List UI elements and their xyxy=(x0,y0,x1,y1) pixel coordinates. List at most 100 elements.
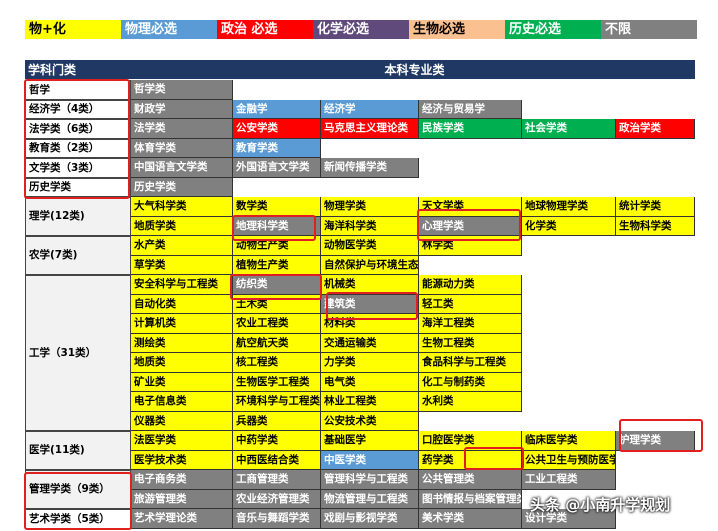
major-cell: 民族学类 xyxy=(419,119,522,139)
major-cell: 环境科学与工程类 xyxy=(233,392,321,412)
major-cell: 天文学类 xyxy=(419,197,522,217)
legend-item: 不限 xyxy=(601,20,697,39)
major-cell: 体育学类 xyxy=(131,138,233,158)
major-cell: 公安学类 xyxy=(233,119,321,139)
legend-item: 化学必选 xyxy=(313,20,409,39)
legend-item: 物+化 xyxy=(25,20,121,39)
major-cell: 金融学 xyxy=(233,99,321,119)
major-cell: 化工与制药类 xyxy=(419,372,522,392)
major-cell: 自动化类 xyxy=(131,294,233,314)
major-cell: 力学类 xyxy=(321,353,419,373)
major-cell: 基础医学 xyxy=(321,431,419,451)
highlight-box xyxy=(230,274,322,300)
highlight-box xyxy=(24,79,130,199)
major-cell: 中医学类 xyxy=(321,450,419,470)
category-label: 历史学类 xyxy=(25,177,131,197)
major-cell: 动物医学类 xyxy=(321,236,419,256)
category-label: 农学(7类) xyxy=(25,236,131,275)
major-cell: 生物医学工程类 xyxy=(233,372,321,392)
major-cell: 农业经济管理类 xyxy=(233,489,321,509)
category-label: 医学(11类) xyxy=(25,431,131,470)
watermark: 头条 @小南升学规划 xyxy=(530,496,671,514)
major-cell: 海洋科学类 xyxy=(321,216,419,236)
major-cell: 历史学类 xyxy=(131,177,233,197)
major-cell: 大气科学类 xyxy=(131,197,233,217)
major-cell: 地球物理学类 xyxy=(522,197,616,217)
major-cell: 中国语言文学类 xyxy=(131,158,233,178)
major-cell: 电气类 xyxy=(321,372,419,392)
major-cell: 临床医学类 xyxy=(522,431,616,451)
major-cell: 生物工程类 xyxy=(419,333,522,353)
major-cell: 管理科学与工程类 xyxy=(321,470,419,490)
major-cell: 电子信息类 xyxy=(131,392,233,412)
major-cell: 心理学类 xyxy=(419,216,522,236)
category-label: 法学类（6类） xyxy=(25,119,131,139)
major-cell: 草学类 xyxy=(131,255,233,275)
major-cell: 经济与贸易学 xyxy=(419,99,522,119)
major-cell: 仪器类 xyxy=(131,411,233,431)
major-cell: 财政学 xyxy=(131,99,233,119)
category-label: 经济学（4类） xyxy=(25,99,131,119)
major-cell: 能源动力类 xyxy=(419,275,522,295)
major-cell: 工商管理类 xyxy=(233,470,321,490)
legend-item: 物理必选 xyxy=(121,20,217,39)
major-cell: 新闻传播学类 xyxy=(321,158,419,178)
major-cell: 航空航天类 xyxy=(233,333,321,353)
major-cell: 戏剧与影视学类 xyxy=(321,509,419,529)
major-cell: 兵器类 xyxy=(233,411,321,431)
major-cell: 食品科学与工程类 xyxy=(419,353,522,373)
major-cell: 自然保护与环境生态类 xyxy=(321,255,419,275)
major-cell: 物流管理与工程类 xyxy=(321,489,419,509)
major-cell: 外国语言文学类 xyxy=(233,158,321,178)
major-cell: 政治学类 xyxy=(616,119,695,139)
highlight-box xyxy=(326,292,418,320)
highlight-box xyxy=(464,447,524,470)
major-cell: 生物科学类 xyxy=(616,216,695,236)
major-cell: 核工程类 xyxy=(233,353,321,373)
highlight-box xyxy=(232,215,316,241)
legend-item: 生物必选 xyxy=(409,20,505,39)
major-cell: 公安技术类 xyxy=(321,411,419,431)
major-cell: 公共卫生与预防医学类 xyxy=(522,450,616,470)
category-label: 工学（31类） xyxy=(25,275,131,431)
major-cell: 旅游管理类 xyxy=(131,489,233,509)
major-cell: 中西医结合类 xyxy=(233,450,321,470)
major-cell: 教育学类 xyxy=(233,138,321,158)
major-cell: 化学类 xyxy=(522,216,616,236)
major-cell: 马克思主义理论类 xyxy=(321,119,419,139)
category-label: 教育类（2类） xyxy=(25,138,131,158)
highlight-box xyxy=(417,209,521,241)
major-cell: 医学技术类 xyxy=(131,450,233,470)
major-cell: 工业工程类 xyxy=(522,470,616,490)
major-cell: 水利类 xyxy=(419,392,522,412)
major-cell: 交通运输类 xyxy=(321,333,419,353)
highlight-box xyxy=(24,472,132,530)
major-cell: 地质学类 xyxy=(131,216,233,236)
major-cell: 公共管理类 xyxy=(419,470,522,490)
major-cell: 法学类 xyxy=(131,119,233,139)
major-cell: 艺术学理论类 xyxy=(131,509,233,529)
major-cell: 测绘类 xyxy=(131,333,233,353)
major-cell: 法医学类 xyxy=(131,431,233,451)
major-cell: 经济学 xyxy=(321,99,419,119)
major-cell: 建筑类 xyxy=(321,294,419,314)
highlight-box xyxy=(619,419,703,452)
major-cell: 电子商务类 xyxy=(131,470,233,490)
major-cell: 设计学类 xyxy=(522,509,616,529)
major-cell: 水产类 xyxy=(131,236,233,256)
major-cell: 统计学类 xyxy=(616,197,695,217)
major-cell: 农业工程类 xyxy=(233,314,321,334)
major-cell: 哲学类 xyxy=(131,80,233,100)
legend-item: 历史必选 xyxy=(505,20,601,39)
major-cell: 轻工类 xyxy=(419,294,522,314)
major-cell: 中药学类 xyxy=(233,431,321,451)
major-cell: 计算机类 xyxy=(131,314,233,334)
category-label: 理学(12类) xyxy=(25,197,131,236)
major-cell: 音乐与舞蹈学类 xyxy=(233,509,321,529)
header-left: 学科门类 xyxy=(25,60,131,79)
major-cell: 地质类 xyxy=(131,353,233,373)
major-cell: 安全科学与工程类 xyxy=(131,275,233,295)
major-cell: 社会学类 xyxy=(522,119,616,139)
major-cell: 图书情报与档案管理类 xyxy=(419,489,522,509)
